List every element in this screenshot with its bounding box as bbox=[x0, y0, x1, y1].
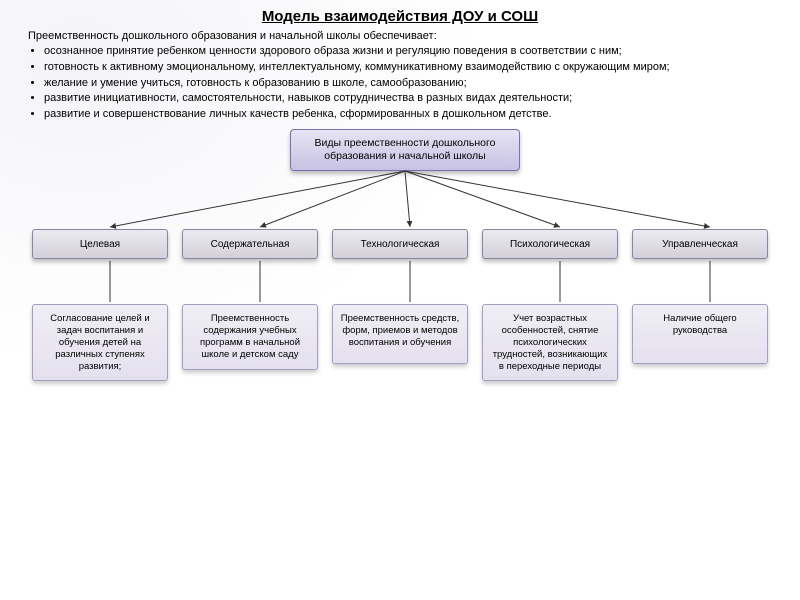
description-node: Преемственность средств, форм, приемов и… bbox=[332, 304, 468, 364]
category-node: Технологическая bbox=[332, 229, 468, 259]
category-node: Психологическая bbox=[482, 229, 618, 259]
description-row: Согласование целей и задач воспитания и … bbox=[0, 304, 800, 381]
diagram: Виды преемственности дошкольного образов… bbox=[0, 129, 800, 489]
page-title: Модель взаимодействия ДОУ и СОШ bbox=[0, 0, 800, 27]
bullet-list: осознанное принятие ребенком ценности зд… bbox=[0, 44, 800, 127]
bullet-item: развитие и совершенствование личных каче… bbox=[44, 107, 780, 122]
root-node: Виды преемственности дошкольного образов… bbox=[290, 129, 520, 171]
bullet-item: желание и умение учиться, готовность к о… bbox=[44, 76, 780, 91]
category-node: Целевая bbox=[32, 229, 168, 259]
description-node: Учет возрастных особенностей, снятие пси… bbox=[482, 304, 618, 381]
description-node: Согласование целей и задач воспитания и … bbox=[32, 304, 168, 381]
category-row: Целевая Содержательная Технологическая П… bbox=[0, 229, 800, 259]
category-node: Содержательная bbox=[182, 229, 318, 259]
description-node: Наличие общего руководства bbox=[632, 304, 768, 364]
bullet-item: осознанное принятие ребенком ценности зд… bbox=[44, 44, 780, 59]
category-node: Управленческая bbox=[632, 229, 768, 259]
bullet-item: развитие инициативности, самостоятельнос… bbox=[44, 91, 780, 106]
intro-text: Преемственность дошкольного образования … bbox=[0, 27, 800, 44]
bullet-item: готовность к активному эмоциональному, и… bbox=[44, 60, 780, 75]
description-node: Преемственность содержания учебных прогр… bbox=[182, 304, 318, 370]
